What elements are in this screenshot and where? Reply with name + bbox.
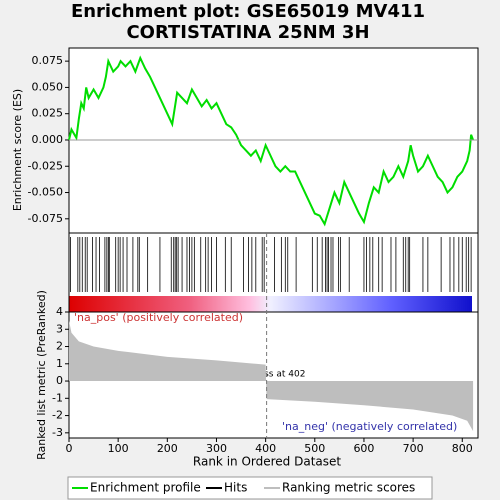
- annotation: 'na_neg' (negatively correlated): [282, 420, 457, 433]
- color-bar: [69, 296, 472, 312]
- rank-area: [69, 320, 474, 432]
- y-label: Ranked list metric (PreRanked): [35, 290, 48, 460]
- x-tick-label: 100: [108, 442, 129, 455]
- x-tick-label: 400: [255, 442, 276, 455]
- x-tick-label: 500: [304, 442, 325, 455]
- annotation: Zero cross at 402: [227, 370, 306, 380]
- x-tick-label: 200: [157, 442, 178, 455]
- legend-label: Ranking metric scores: [282, 481, 415, 495]
- annotation: 'na_pos' (positively correlated): [74, 311, 243, 324]
- x-tick-label: 600: [353, 442, 374, 455]
- y-tick-label: 0.000: [32, 133, 64, 146]
- x-tick-label: 700: [403, 442, 424, 455]
- y-tick-label: -1: [52, 391, 63, 404]
- y-tick-label: 4: [56, 305, 63, 318]
- y-tick-label: -0.050: [28, 186, 63, 199]
- y-tick-label: 0.075: [32, 54, 64, 67]
- title: CORTISTATINA 25NM 3H: [126, 22, 369, 43]
- y-tick-label: 1: [56, 357, 63, 370]
- y-tick-label: -0.075: [28, 212, 63, 225]
- y-tick-label: 0.050: [32, 80, 64, 93]
- es-line: [68, 55, 475, 227]
- y-tick-label: 0.025: [32, 107, 64, 120]
- y-tick-label: 3: [56, 322, 63, 335]
- x-tick-label: 800: [452, 442, 473, 455]
- x-tick-label: 300: [206, 442, 227, 455]
- y-tick-label: 2: [56, 340, 63, 353]
- title: Enrichment plot: GSE65019 MV411: [71, 1, 425, 22]
- y-label: Enrichment score (ES): [11, 89, 24, 211]
- legend-label: Hits: [224, 481, 247, 495]
- x-tick-label: 0: [66, 442, 73, 455]
- y-tick-label: 0: [56, 374, 63, 387]
- y-tick-label: -0.025: [28, 159, 63, 172]
- y-tick-label: -3: [52, 426, 63, 439]
- y-tick-label: -2: [52, 409, 63, 422]
- legend: [67, 476, 433, 500]
- legend-label: Enrichment profile: [90, 481, 201, 495]
- x-label: Rank in Ordered Dataset: [193, 455, 341, 469]
